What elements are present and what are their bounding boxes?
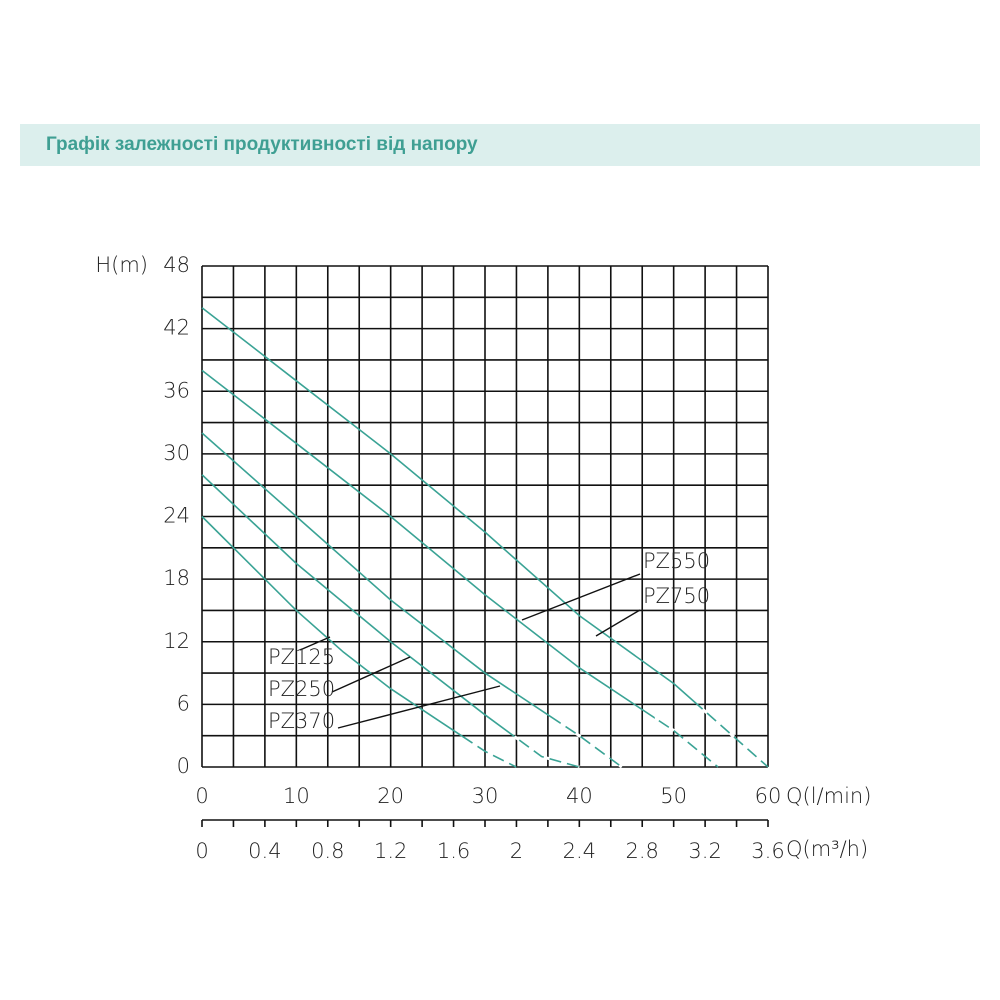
x2-axis-label: Q(m³/h): [786, 837, 868, 861]
curve-dash-gap: [654, 716, 719, 769]
leader-line: [337, 685, 501, 729]
x-tick-label: 0: [195, 784, 208, 808]
curve-dash-gap: [513, 733, 580, 769]
y-axis-label: H(m): [95, 253, 148, 277]
x-tick-label: 60: [755, 784, 782, 808]
leader-line: [595, 609, 641, 637]
series-label: PZ370: [268, 709, 335, 733]
y-tick-label: 48: [163, 253, 190, 277]
y-tick-label: 6: [177, 691, 190, 715]
curve: [201, 432, 623, 768]
header-banner: Графік залежності продуктивності від нап…: [20, 124, 980, 166]
y-tick-label: 0: [177, 754, 190, 778]
y-tick-label: 24: [163, 504, 190, 528]
leader-line: [299, 636, 331, 651]
x2-tick-label: 1.6: [437, 839, 470, 863]
x2-tick-label: 0.4: [248, 839, 281, 863]
x2-tick-label: 2.4: [563, 839, 596, 863]
x2-tick-label: 0.8: [311, 839, 344, 863]
y-tick-label: 18: [163, 566, 190, 590]
x-tick-label: 40: [566, 784, 593, 808]
x2-tick-label: 0: [195, 839, 208, 863]
series-label: PZ750: [643, 584, 710, 608]
header-title: Графік залежності продуктивності від нап…: [46, 134, 478, 155]
x-tick-label: 50: [660, 784, 687, 808]
curve: [201, 307, 769, 768]
x-tick-label: 10: [283, 784, 310, 808]
series-label: PZ125: [268, 645, 335, 669]
series-label: PZ250: [268, 677, 335, 701]
curve: [201, 369, 719, 768]
x-axis-label: Q(l/min): [786, 784, 871, 808]
y-tick-label: 12: [163, 629, 190, 653]
x2-tick-label: 3.6: [751, 839, 784, 863]
x2-tick-label: 2.8: [626, 839, 659, 863]
leader-line: [331, 656, 411, 693]
y-tick-label: 30: [163, 441, 190, 465]
x2-tick-label: 3.2: [688, 839, 721, 863]
x2-tick-label: 1.2: [374, 839, 407, 863]
x2-tick-label: 2: [510, 839, 523, 863]
x-tick-label: 20: [377, 784, 404, 808]
x-tick-label: 30: [472, 784, 499, 808]
series-label: PZ550: [643, 549, 710, 573]
leader-line: [521, 573, 641, 621]
y-tick-label: 36: [163, 378, 190, 402]
y-tick-label: 42: [163, 316, 190, 340]
curve-dash-gap: [466, 737, 517, 769]
